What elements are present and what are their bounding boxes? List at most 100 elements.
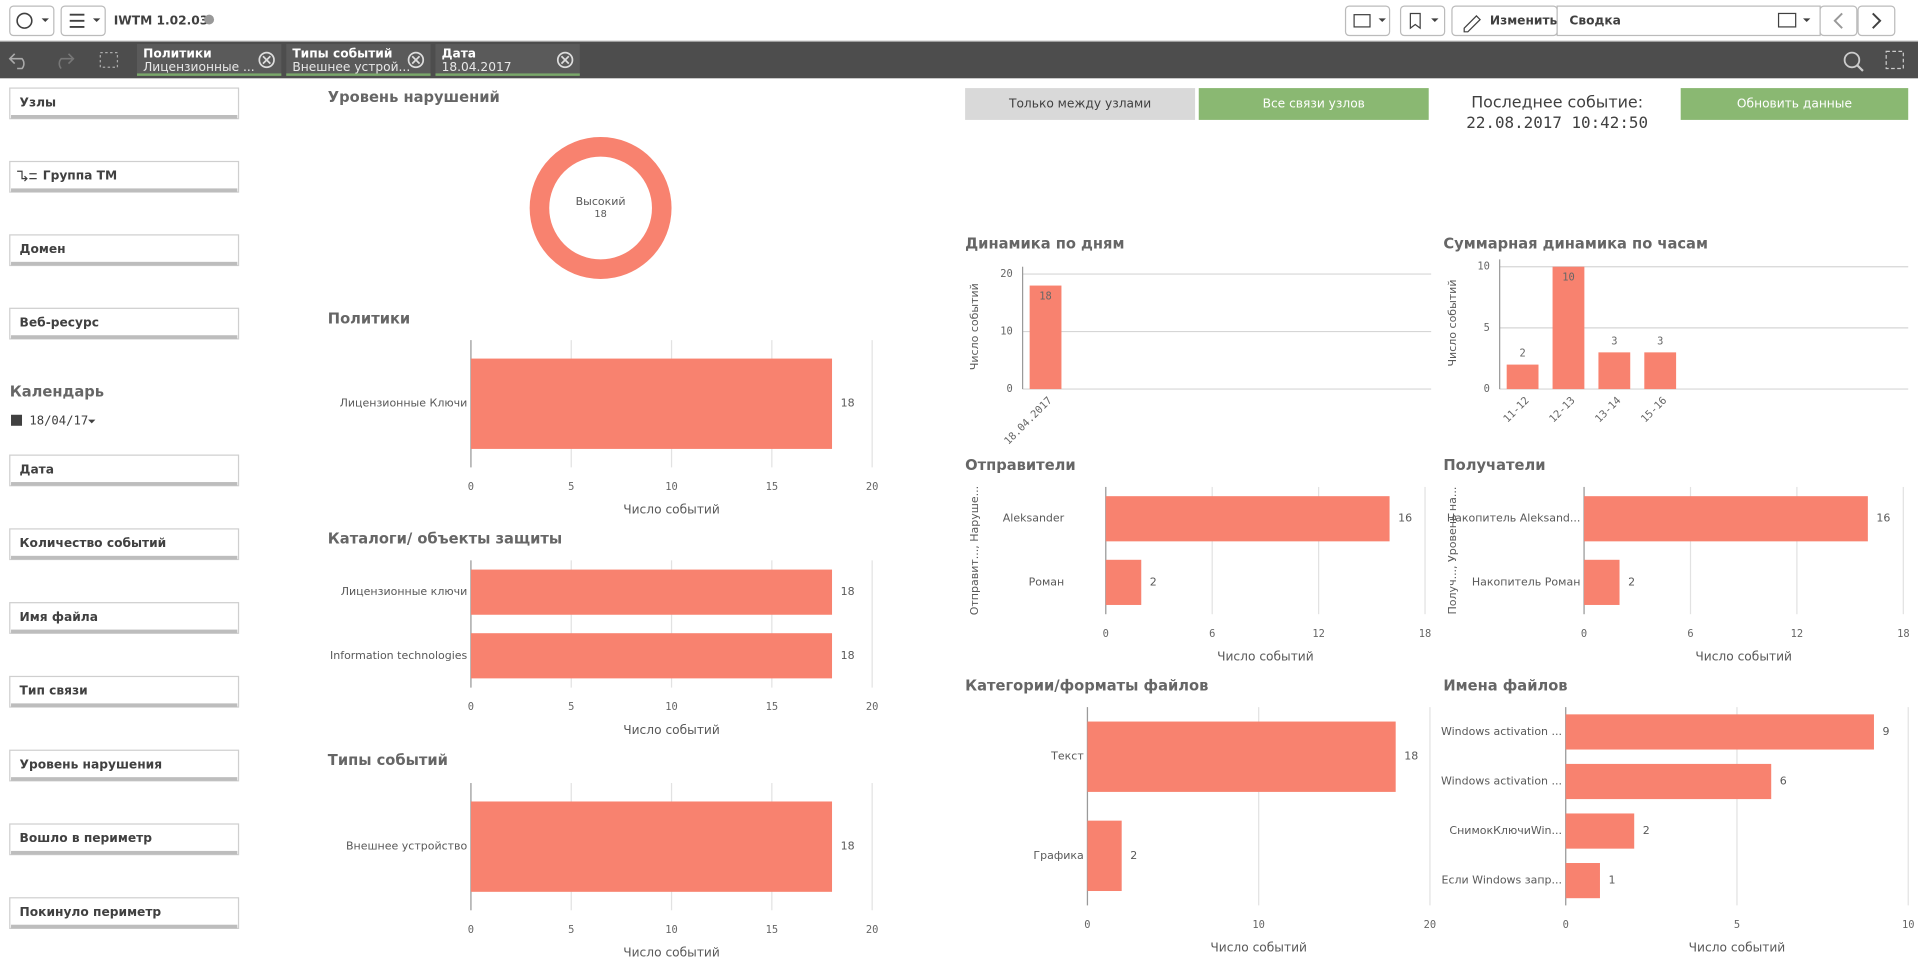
clear-selection[interactable] [556,51,574,69]
clear-selection[interactable] [258,51,275,69]
x-tick-label: 0 [1581,628,1587,640]
filter-state-bar [11,555,238,560]
data-label: 18 [1404,750,1418,763]
dropdown-icon [1378,18,1386,23]
bar[interactable] [1029,285,1062,390]
bar[interactable] [1565,714,1874,750]
filter-pane[interactable] [9,454,240,487]
chart-title: Политики [328,310,410,327]
category-label: Внешнее устройство [346,840,468,853]
category-label: Лицензионные ключи [341,585,468,598]
between-nodes-button[interactable] [965,88,1196,120]
x-tick-label: 15 [766,924,778,936]
filter-state-bar [11,482,238,486]
data-label: 18 [841,840,855,853]
bar[interactable] [1087,820,1122,892]
chart-title: Динамика по дням [965,236,1124,253]
bar[interactable] [1565,763,1772,800]
donut-value: 18 [594,209,606,220]
data-label: 18 [841,397,855,410]
search-icon-handle [1856,64,1864,72]
calendar-icon[interactable] [11,414,23,426]
selection-tab[interactable] [137,44,282,76]
filter-pane[interactable] [9,307,240,340]
bar[interactable] [470,801,833,892]
filter-pane[interactable] [9,528,240,561]
bar[interactable] [1565,863,1600,899]
bar[interactable] [1644,352,1677,390]
bar[interactable] [470,633,833,679]
filter-label: Веб-ресурс [20,315,99,329]
filter-pane[interactable] [9,749,240,782]
bar[interactable] [1087,721,1396,792]
data-label: 2 [1643,824,1650,837]
calendar-title: Календарь [10,384,104,401]
x-axis-title: Число событий [623,946,720,960]
x-tick-label: 0 [468,701,474,713]
data-label: 18 [841,585,855,598]
selection-tab[interactable] [286,44,431,76]
y-axis-title: Отправит..., Наруше... [968,486,981,615]
bar[interactable] [1584,496,1868,542]
y-tick-label: 20 [1000,268,1012,280]
sheet-selector[interactable] [1556,5,1821,37]
filter-label: Количество событий [20,536,167,550]
category-label: Windows activation ... [1441,725,1562,738]
filter-pane[interactable] [9,675,240,708]
filter-pane[interactable] [9,823,240,856]
bar[interactable] [1565,813,1635,849]
calendar-value[interactable]: 18/04/17 [29,413,88,427]
filter-pane[interactable] [9,897,240,929]
bar[interactable] [1105,559,1142,605]
bar[interactable] [1506,364,1539,390]
chart-title: Суммарная динамика по часам [1443,236,1708,253]
chart-title: Получатели [1443,457,1545,474]
forward-icon[interactable] [58,53,75,70]
filter-label: Домен [20,242,66,256]
data-label: 18 [1039,291,1051,303]
y-tick-label: 10 [1000,326,1012,338]
all-links-button[interactable] [1198,88,1429,120]
bar[interactable] [1552,266,1585,390]
x-tick-label: 13-14 [1593,395,1624,426]
x-axis-title: Число событий [623,503,720,517]
x-tick-label: 5 [568,481,574,493]
selection-indicator [137,73,282,76]
filter-pane[interactable] [9,87,240,120]
edit-icon [1463,15,1481,33]
refresh-button[interactable] [1680,88,1909,120]
bar[interactable] [1105,496,1390,542]
x-tick-label: 18 [1419,628,1431,640]
bookmark-button[interactable] [1399,5,1446,37]
selection-indicator [286,73,431,76]
filter-label: Группа ТМ [43,169,117,183]
x-tick-label: 20 [866,701,878,713]
filter-pane[interactable] [9,160,240,193]
filter-pane[interactable] [9,234,240,267]
previous-icon [1833,12,1843,29]
app-title: IWTM 1.02.03 [114,13,209,27]
bar[interactable] [470,569,833,615]
filter-state-bar [11,924,238,929]
bar[interactable] [1584,559,1620,605]
previous-sheet-button[interactable] [1819,5,1858,37]
category-label: Графика [1033,849,1083,862]
search-icon[interactable] [1843,51,1861,69]
clear-selection[interactable] [407,51,425,69]
back-icon[interactable] [8,53,25,70]
selection-tab[interactable] [435,44,580,76]
bar[interactable] [1598,352,1631,390]
category-label: Windows activation ... [1441,775,1562,788]
last-event-value: 22.08.2017 10:42:50 [1466,113,1648,132]
story-button[interactable] [1344,5,1391,37]
donut-segment [529,137,672,279]
bar[interactable] [470,358,833,449]
x-tick-label: 6 [1687,628,1693,640]
clear-all-icon[interactable] [99,51,119,68]
selection-tool-icon[interactable] [1885,50,1904,70]
next-sheet-button[interactable] [1857,5,1896,37]
data-label: 2 [1628,575,1635,588]
category-label: Накопитель Aleksand... [1447,512,1581,525]
